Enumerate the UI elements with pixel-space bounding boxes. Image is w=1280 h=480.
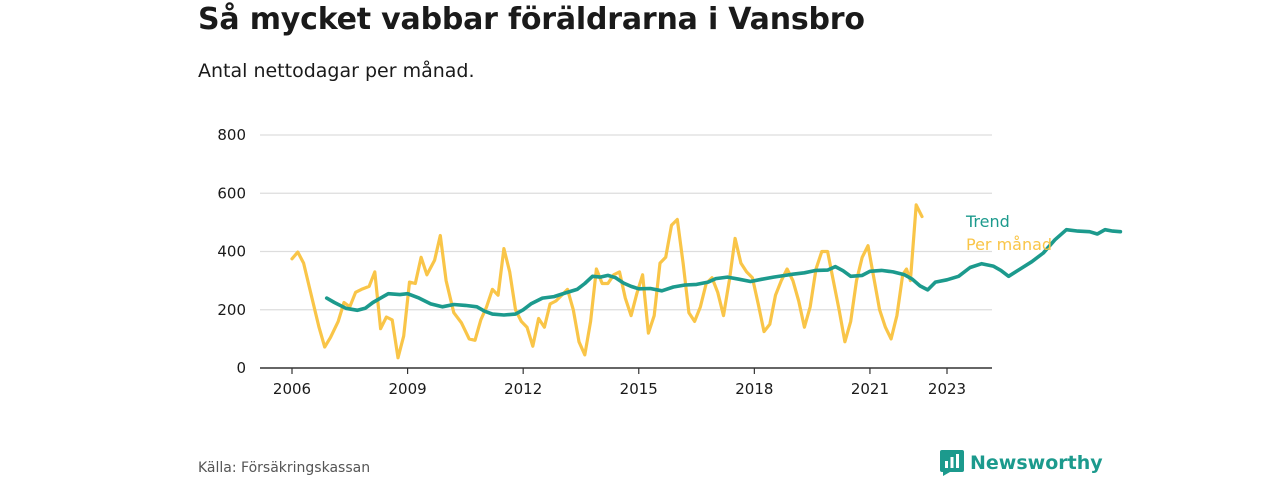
x-axis: 2006 2009 2012 2015 2018 2021 2023	[260, 367, 992, 398]
legend-trend: Trend	[965, 212, 1010, 231]
x-tick-label: 2015	[620, 380, 658, 398]
brand-logo[interactable]: Newsworthy	[940, 450, 1103, 476]
x-tick-label: 2012	[504, 380, 542, 398]
legend: Trend Per månad	[965, 212, 1052, 254]
brand-name: Newsworthy	[970, 452, 1103, 474]
monthly-line	[290, 203, 924, 360]
x-tick-label: 2023	[928, 380, 966, 398]
x-tick-label: 2009	[388, 380, 426, 398]
y-tick-label: 800	[217, 126, 246, 144]
y-axis: 0 200 400 600 800	[217, 126, 246, 377]
legend-monthly: Per månad	[966, 235, 1052, 254]
source-note: Källa: Försäkringskassan	[198, 460, 371, 476]
chart-subtitle: Antal nettodagar per månad.	[198, 60, 475, 82]
y-tick-label: 600	[217, 184, 246, 202]
y-tick-label: 200	[217, 301, 246, 319]
x-tick-label: 2006	[273, 380, 311, 398]
series-lines	[290, 203, 1123, 360]
chart-title: Så mycket vabbar föräldrarna i Vansbro	[198, 2, 865, 37]
x-tick-label: 2018	[735, 380, 773, 398]
y-tick-label: 0	[236, 359, 246, 377]
trend-line	[324, 227, 1123, 317]
bar-chart-logo-icon	[940, 450, 964, 476]
x-tick-label: 2021	[851, 380, 889, 398]
y-tick-label: 400	[217, 243, 246, 261]
